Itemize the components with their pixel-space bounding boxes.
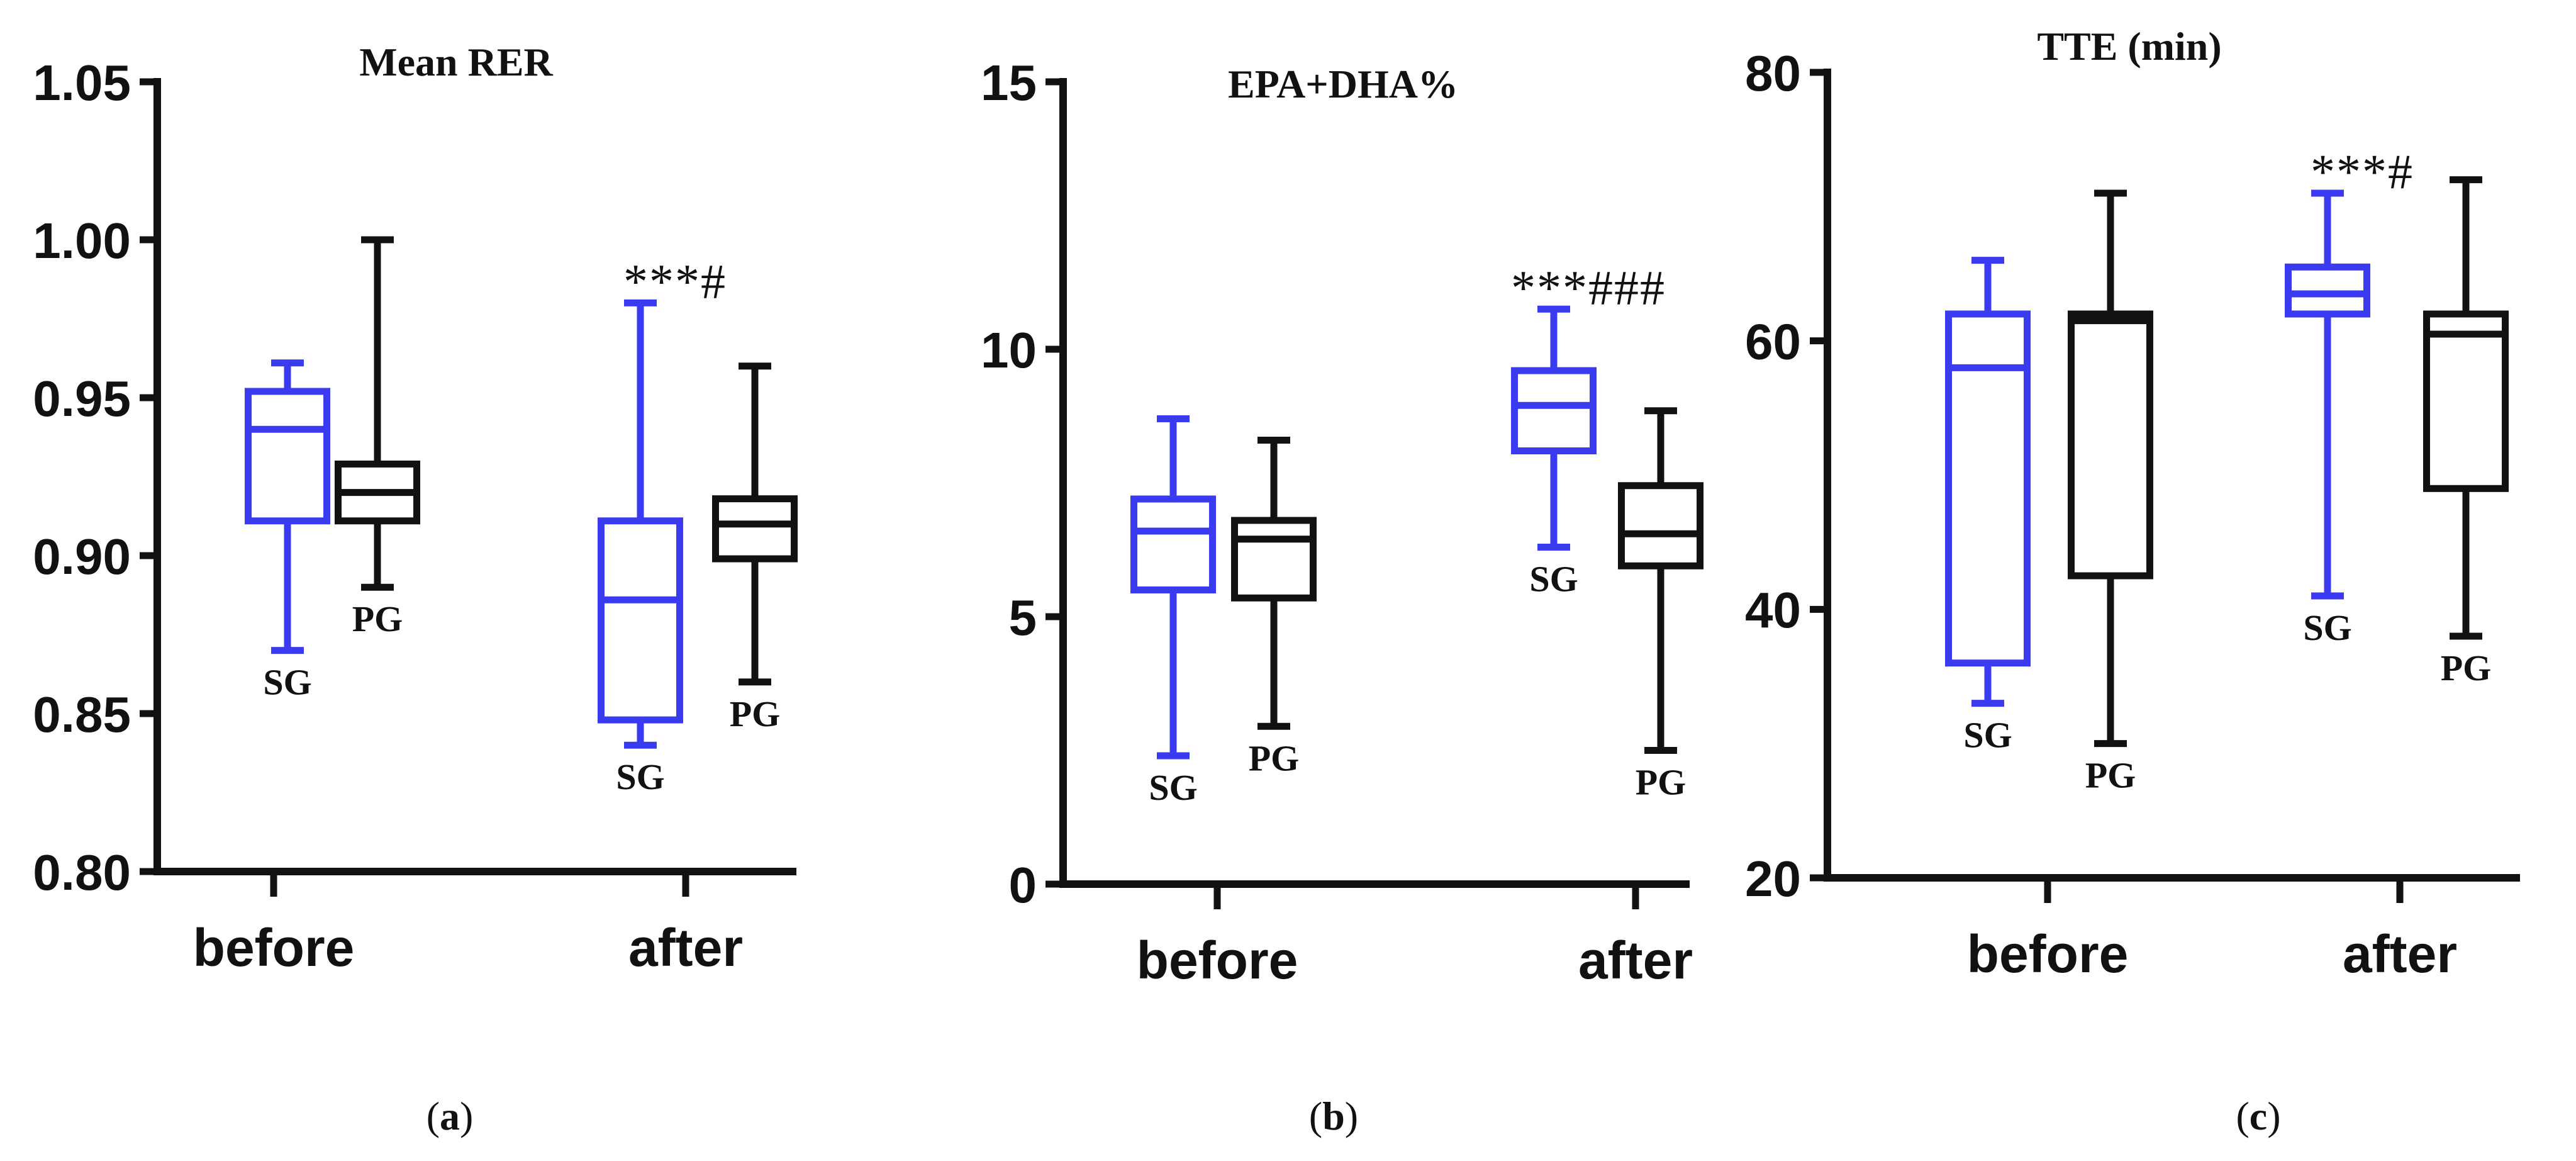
box-pg-after: PG — [2423, 176, 2509, 688]
box-sg-after: SG ***# — [598, 254, 727, 797]
group-label: PG — [352, 598, 403, 639]
group-label: PG — [1249, 738, 1300, 778]
subfigure-label: (a) — [427, 1094, 474, 1138]
x-tick-label: before — [193, 918, 355, 977]
y-tick-label: 20 — [1745, 851, 1801, 907]
box-iqr — [1231, 517, 1317, 602]
box-iqr — [1618, 482, 1703, 569]
y-tick-label: 0.85 — [33, 687, 131, 743]
group-label: SG — [263, 662, 311, 703]
chart-panel-1: Mean RER 0.80 0.85 0.90 0.95 1.00 1.05 before af… — [33, 40, 798, 1138]
y-tick-label: 15 — [981, 55, 1037, 111]
significance-annotation: ***# — [2311, 144, 2414, 199]
y-tick-label: 0.80 — [33, 844, 131, 900]
y-tick-label: 40 — [1745, 582, 1801, 638]
y-tick-label: 1.05 — [33, 55, 131, 111]
group-label: SG — [1149, 767, 1197, 808]
chart-title: Mean RER — [359, 40, 553, 84]
x-tick-label: after — [2343, 924, 2457, 984]
box-pg-after: PG — [1618, 407, 1703, 803]
y-tick-label: 1.00 — [33, 213, 131, 269]
box-sg-before: SG — [1130, 415, 1216, 808]
x-tick-label: before — [1967, 924, 2129, 984]
group-label: PG — [2441, 648, 2492, 688]
chart-panel-3: TTE (min) 20 40 60 80 before after SG SG ***# PG PG… — [1745, 24, 2520, 1138]
group-label: SG — [2303, 607, 2351, 648]
y-tick-label: 60 — [1745, 313, 1801, 369]
box-pg-after: PG — [712, 362, 798, 734]
box-sg-before: SG — [245, 359, 330, 703]
y-tick-label: 80 — [1745, 45, 1801, 101]
box-sg-after: SG ***### — [1511, 260, 1666, 600]
box-iqr — [2068, 310, 2153, 580]
group-label: SG — [1963, 715, 2012, 756]
box-sg-after: SG ***# — [2285, 144, 2414, 648]
x-tick-label: after — [628, 918, 743, 977]
group-label: PG — [730, 693, 781, 734]
group-label: SG — [1529, 559, 1578, 600]
group-label: PG — [2085, 755, 2136, 796]
box-iqr — [245, 388, 330, 525]
box-iqr — [2423, 310, 2509, 492]
y-tick-label: 0.95 — [33, 371, 131, 427]
box-pg-before: PG — [1231, 437, 1317, 778]
significance-annotation: ***# — [623, 254, 727, 308]
chart-panel-2: EPA+DHA% 0 5 10 15 before after SG SG ***### PG PG (… — [981, 55, 1703, 1138]
group-label: PG — [1636, 762, 1687, 803]
x-tick-label: after — [1578, 931, 1693, 990]
y-tick-label: 10 — [981, 322, 1037, 378]
chart-title: TTE (min) — [2037, 24, 2221, 69]
box-iqr — [1945, 310, 2031, 667]
group-label: SG — [616, 756, 664, 797]
y-tick-label: 0 — [1009, 857, 1037, 913]
subfigure-label: (c) — [2236, 1094, 2280, 1138]
box-pg-before: PG — [335, 236, 420, 639]
y-tick-label: 5 — [1009, 590, 1037, 646]
box-iqr — [712, 495, 798, 563]
box-pg-before: PG — [2068, 189, 2153, 796]
significance-annotation: ***### — [1511, 260, 1666, 315]
x-tick-label: before — [1137, 931, 1298, 990]
subfigure-label: (b) — [1309, 1094, 1358, 1138]
chart-title: EPA+DHA% — [1228, 62, 1458, 106]
box-iqr — [598, 517, 683, 724]
box-iqr — [1130, 495, 1216, 593]
y-tick-label: 0.90 — [33, 529, 131, 585]
box-sg-before: SG — [1945, 257, 2031, 756]
box-iqr — [1511, 367, 1597, 454]
